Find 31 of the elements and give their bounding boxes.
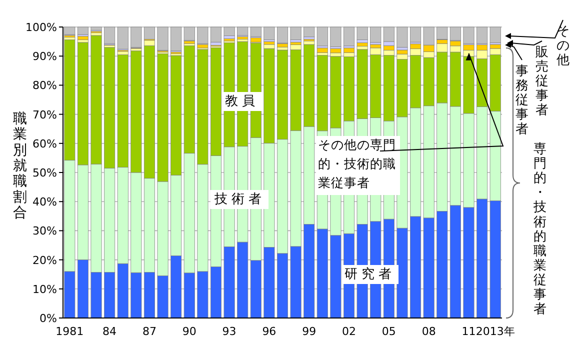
y-tick-label: 50% bbox=[32, 166, 57, 180]
y-tick-label: 90% bbox=[32, 50, 57, 64]
x-tick-label: 11 bbox=[462, 325, 476, 338]
y-tick-label: 80% bbox=[32, 79, 57, 92]
text: その他の専門的・技術的職業従事者 bbox=[318, 137, 396, 190]
x-tick-label: 90 bbox=[182, 325, 196, 338]
y-tick-label: 30% bbox=[32, 224, 57, 238]
x-tick-label: 99 bbox=[302, 325, 316, 338]
series-label: 教員 bbox=[225, 94, 259, 109]
text: 専門的・技術的職業従事者 bbox=[534, 142, 546, 318]
y-tick-label: 60% bbox=[32, 137, 57, 150]
x-tick-label: 02 bbox=[342, 325, 356, 338]
x-tick-label: 87 bbox=[142, 325, 156, 338]
y-tick-label: 70% bbox=[32, 108, 57, 122]
y-axis-title: 職業別就職割合 bbox=[13, 111, 27, 222]
x-tick-label: 1981 bbox=[56, 325, 84, 338]
x-tick-label: 84 bbox=[102, 325, 117, 338]
y-tick-label: 0% bbox=[40, 312, 57, 325]
series-label: 研究者 bbox=[344, 267, 396, 282]
x-tick-label: 05 bbox=[382, 325, 396, 338]
x-tick-label: 96 bbox=[262, 325, 276, 338]
series-label: 技術者 bbox=[214, 192, 266, 207]
x-tick-label: 08 bbox=[422, 325, 436, 338]
y-tick-label: 10% bbox=[32, 282, 57, 296]
series-label: 事務従事者 bbox=[516, 64, 528, 138]
y-tick-label: 100% bbox=[26, 21, 57, 34]
y-tick-label: 40% bbox=[32, 196, 57, 209]
x-tick-label: 93 bbox=[222, 325, 236, 338]
y-tick-label: 20% bbox=[32, 254, 57, 267]
x-tick-label: 2013年 bbox=[476, 325, 515, 338]
text: 販売従事者 bbox=[536, 45, 548, 118]
